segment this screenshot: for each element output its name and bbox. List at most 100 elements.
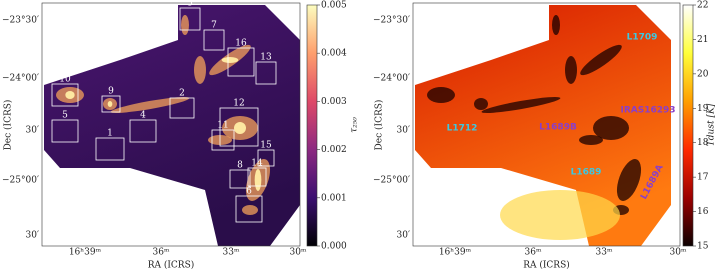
region-annotation: L1712 <box>447 124 478 134</box>
map-warm <box>500 190 620 240</box>
colorbar-tick-label: 0.000 <box>321 242 347 252</box>
map-feature <box>565 56 577 84</box>
region-box <box>255 61 277 85</box>
region-label: 1 <box>107 129 113 139</box>
region-annotation: L1689 <box>571 168 602 178</box>
colorbar-tick-label: 0.004 <box>321 49 347 59</box>
colorbar-tick-label: 20 <box>697 69 709 79</box>
region-label: 13 <box>260 53 272 63</box>
colorbar-tick-label: 22 <box>697 1 708 11</box>
region-box <box>51 83 79 107</box>
region-label: 8 <box>237 161 243 171</box>
colorbar <box>306 4 318 247</box>
map-feature <box>242 205 258 215</box>
region-box <box>203 29 225 51</box>
map-feature <box>181 15 189 35</box>
region-label: 11 <box>217 121 228 131</box>
region-box <box>229 169 251 189</box>
region-box <box>129 119 157 143</box>
map-feature <box>593 116 629 140</box>
region-label: 16 <box>235 39 247 49</box>
map-feature <box>474 98 488 110</box>
x-tick-label: 30ᵐ <box>670 248 687 258</box>
y-tick-label: −25°00′ <box>373 176 410 186</box>
colorbar-label: τ₂₅₀ <box>350 117 360 133</box>
region-label: 3 <box>187 0 193 9</box>
region-box <box>219 107 259 147</box>
region-box <box>235 195 263 223</box>
plot-frame <box>41 2 301 247</box>
y-tick-label: 30′ <box>26 231 40 241</box>
colorbar-tick-label: 0.005 <box>321 1 347 11</box>
region-box <box>169 97 195 119</box>
colorbar-tick-label: 18 <box>697 138 709 148</box>
map-feature <box>579 135 603 145</box>
y-tick-label: 30′ <box>397 126 411 136</box>
map-peak <box>221 57 239 63</box>
colorbar-tick-label: 0.002 <box>321 145 347 155</box>
x-tick-label: 16ʰ39ᵐ <box>439 248 472 258</box>
colorbar-tick-label: 19 <box>697 104 709 114</box>
map-feature <box>194 56 206 84</box>
x-tick-label: 30ᵐ <box>290 248 307 258</box>
x-axis-label: RA (ICRS) <box>523 260 570 271</box>
region-annotation: L1689B <box>539 123 577 133</box>
colorbar <box>682 4 694 247</box>
colorbar-tick-label: 15 <box>697 242 709 252</box>
x-tick-label: 36ᵐ <box>525 248 542 258</box>
region-label: 12 <box>233 99 244 109</box>
map-feature <box>580 44 622 76</box>
region-box <box>257 149 275 167</box>
region-annotation: IRAS16293 <box>620 106 675 116</box>
map-peak <box>65 91 75 99</box>
y-tick-label: −24°00′ <box>373 74 410 84</box>
region-label: 9 <box>108 87 114 97</box>
region-box <box>211 129 235 151</box>
region-label: 2 <box>179 89 185 99</box>
x-axis-label: RA (ICRS) <box>148 260 195 271</box>
y-tick-label: 30′ <box>397 231 411 241</box>
y-tick-label: −24°00′ <box>2 74 39 84</box>
region-box <box>101 95 121 113</box>
region-box <box>247 167 267 187</box>
region-label: 15 <box>260 141 272 151</box>
region-label: 4 <box>140 111 146 121</box>
region-label: 6 <box>246 187 252 197</box>
colorbar-tick-label: 21 <box>697 35 708 45</box>
x-tick-label: 33ᵐ <box>223 248 240 258</box>
y-tick-label: 30′ <box>26 126 40 136</box>
region-label: 14 <box>251 159 263 169</box>
map-coverage <box>415 5 671 246</box>
region-label: 7 <box>211 21 217 31</box>
colorbar-tick-label: 16 <box>697 207 709 217</box>
y-tick-label: −23°30′ <box>373 16 410 26</box>
y-tick-label: −25°00′ <box>2 176 39 186</box>
region-label: 10 <box>59 75 71 85</box>
x-tick-label: 16ʰ39ᵐ <box>69 248 102 258</box>
colorbar-tick-label: 0.001 <box>321 193 347 203</box>
map-feature <box>427 87 455 103</box>
map-feature <box>616 159 642 201</box>
colorbar-tick-label: 0.003 <box>321 97 347 107</box>
map-peak <box>234 122 246 134</box>
region-box <box>95 137 125 161</box>
x-tick-label: 36ᵐ <box>153 248 170 258</box>
map-peak <box>254 169 262 191</box>
y-axis-label: Dec (ICRS) <box>374 100 385 151</box>
y-axis-label: Dec (ICRS) <box>3 100 14 151</box>
y-tick-label: −23°30′ <box>2 16 39 26</box>
map-feature <box>552 15 560 35</box>
map-peak <box>107 101 113 107</box>
region-box <box>227 47 255 77</box>
region-box <box>179 7 201 31</box>
map-feature <box>481 97 561 113</box>
x-tick-label: 33ᵐ <box>596 248 613 258</box>
region-annotation: L1709 <box>627 33 658 43</box>
colorbar-label: Tdust [K] <box>707 103 717 146</box>
map-coverage <box>44 5 300 246</box>
region-box <box>51 119 79 143</box>
plot-frame <box>412 2 681 247</box>
region-label: 5 <box>62 111 68 121</box>
colorbar-tick-label: 17 <box>697 173 709 183</box>
